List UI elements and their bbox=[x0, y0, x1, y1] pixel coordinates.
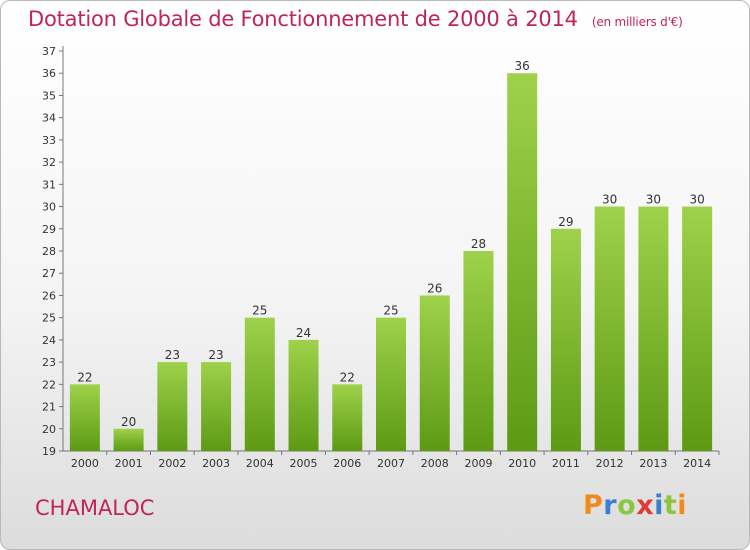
data-label: 25 bbox=[383, 304, 398, 318]
data-label: 29 bbox=[558, 215, 573, 229]
x-tick-label: 2007 bbox=[377, 457, 405, 470]
data-label: 22 bbox=[340, 370, 355, 384]
y-tick-label: 22 bbox=[42, 378, 56, 391]
bar-2013 bbox=[638, 206, 669, 451]
bar-2000 bbox=[69, 384, 100, 451]
data-label: 22 bbox=[77, 370, 92, 384]
x-tick-label: 2010 bbox=[508, 457, 536, 470]
logo-letter: r bbox=[603, 490, 618, 521]
logo-letter: o bbox=[617, 490, 637, 521]
y-tick-label: 19 bbox=[42, 445, 56, 458]
y-tick-label: 25 bbox=[42, 312, 56, 325]
commune-name: CHAMALOC bbox=[35, 496, 155, 520]
x-tick-label: 2004 bbox=[246, 457, 274, 470]
y-tick-label: 24 bbox=[42, 334, 56, 347]
bar-2003 bbox=[201, 362, 232, 451]
bar-2005 bbox=[288, 339, 319, 451]
x-tick-label: 2002 bbox=[158, 457, 186, 470]
data-label: 20 bbox=[121, 415, 136, 429]
data-label: 26 bbox=[427, 281, 442, 295]
data-label: 36 bbox=[515, 59, 530, 73]
x-tick-label: 2014 bbox=[683, 457, 711, 470]
x-tick-label: 2008 bbox=[421, 457, 449, 470]
data-label: 30 bbox=[646, 193, 661, 207]
y-tick-label: 21 bbox=[42, 401, 56, 414]
bar-2004 bbox=[244, 317, 275, 451]
bar-2009 bbox=[463, 251, 494, 451]
y-tick-label: 37 bbox=[42, 45, 56, 58]
y-tick-label: 32 bbox=[42, 156, 56, 169]
data-label: 24 bbox=[296, 326, 311, 340]
bar-2010 bbox=[507, 73, 538, 451]
x-tick-label: 2001 bbox=[115, 457, 143, 470]
bar-2012 bbox=[594, 206, 625, 451]
chart-data-labels: 22 20 23 23 25 24 22 25 26 28 36 29 30 30 30 bbox=[77, 59, 705, 429]
y-tick-label: 36 bbox=[42, 67, 56, 80]
chart-title-text: Dotation Globale de Fonctionnement de 20… bbox=[28, 7, 578, 31]
logo-letter: x bbox=[636, 490, 655, 521]
x-tick-label: 2006 bbox=[333, 457, 361, 470]
logo-letter: i bbox=[677, 490, 688, 521]
unit-note: (en milliers d'€) bbox=[591, 15, 683, 29]
y-tick-label: 35 bbox=[42, 89, 56, 102]
y-tick-label: 20 bbox=[42, 423, 56, 436]
y-tick-label: 33 bbox=[42, 134, 56, 147]
x-tick-label: 2005 bbox=[290, 457, 318, 470]
data-label: 30 bbox=[602, 193, 617, 207]
bar-2002 bbox=[157, 362, 188, 451]
data-label: 23 bbox=[165, 348, 180, 362]
y-tick-label: 26 bbox=[42, 289, 56, 302]
y-tick-label: 34 bbox=[42, 112, 56, 125]
y-tick-label: 27 bbox=[42, 267, 56, 280]
data-label: 30 bbox=[689, 193, 704, 207]
bar-2008 bbox=[419, 295, 450, 451]
x-tick-label: 2003 bbox=[202, 457, 230, 470]
bar-2011 bbox=[550, 228, 581, 451]
logo-letter: t bbox=[663, 490, 678, 521]
bar-2014 bbox=[682, 206, 713, 451]
y-tick-label: 23 bbox=[42, 356, 56, 369]
chart-bars bbox=[69, 73, 713, 451]
x-tick-label: 2013 bbox=[639, 457, 667, 470]
chart-axes: 19 20 21 22 23 24 25 26 27 28 29 30 31 32 33 34 35 36 37 20… bbox=[42, 45, 720, 470]
data-label: 28 bbox=[471, 237, 486, 251]
y-tick-label: 29 bbox=[42, 223, 56, 236]
x-tick-label: 2012 bbox=[596, 457, 624, 470]
y-tick-label: 31 bbox=[42, 178, 56, 191]
logo-letter: i bbox=[654, 490, 664, 521]
bar-2007 bbox=[376, 317, 406, 451]
x-tick-label: 2011 bbox=[552, 457, 580, 470]
proxiti-logo[interactable]: Proxiti bbox=[583, 490, 687, 521]
x-tick-label: 2000 bbox=[71, 457, 99, 470]
chart-title: Dotation Globale de Fonctionnement de 20… bbox=[28, 7, 683, 31]
x-tick-label: 2009 bbox=[464, 457, 492, 470]
bar-2001 bbox=[113, 428, 144, 451]
logo-letter: P bbox=[583, 490, 604, 521]
bar-2006 bbox=[332, 384, 363, 451]
data-label: 25 bbox=[252, 304, 267, 318]
y-tick-label: 30 bbox=[42, 201, 56, 214]
y-tick-label: 28 bbox=[42, 245, 56, 258]
data-label: 23 bbox=[208, 348, 223, 362]
